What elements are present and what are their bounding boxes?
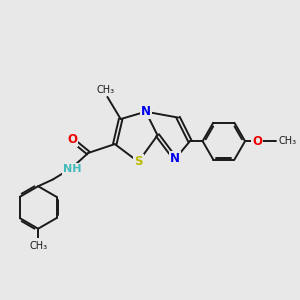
Text: O: O [252,135,262,148]
Text: CH₃: CH₃ [29,242,47,251]
Text: CH₃: CH₃ [97,85,115,95]
Text: N: N [170,152,180,165]
Text: N: N [141,105,151,118]
Text: CH₃: CH₃ [279,136,297,146]
Text: NH: NH [63,164,81,174]
Text: O: O [67,133,77,146]
Text: S: S [134,155,142,168]
